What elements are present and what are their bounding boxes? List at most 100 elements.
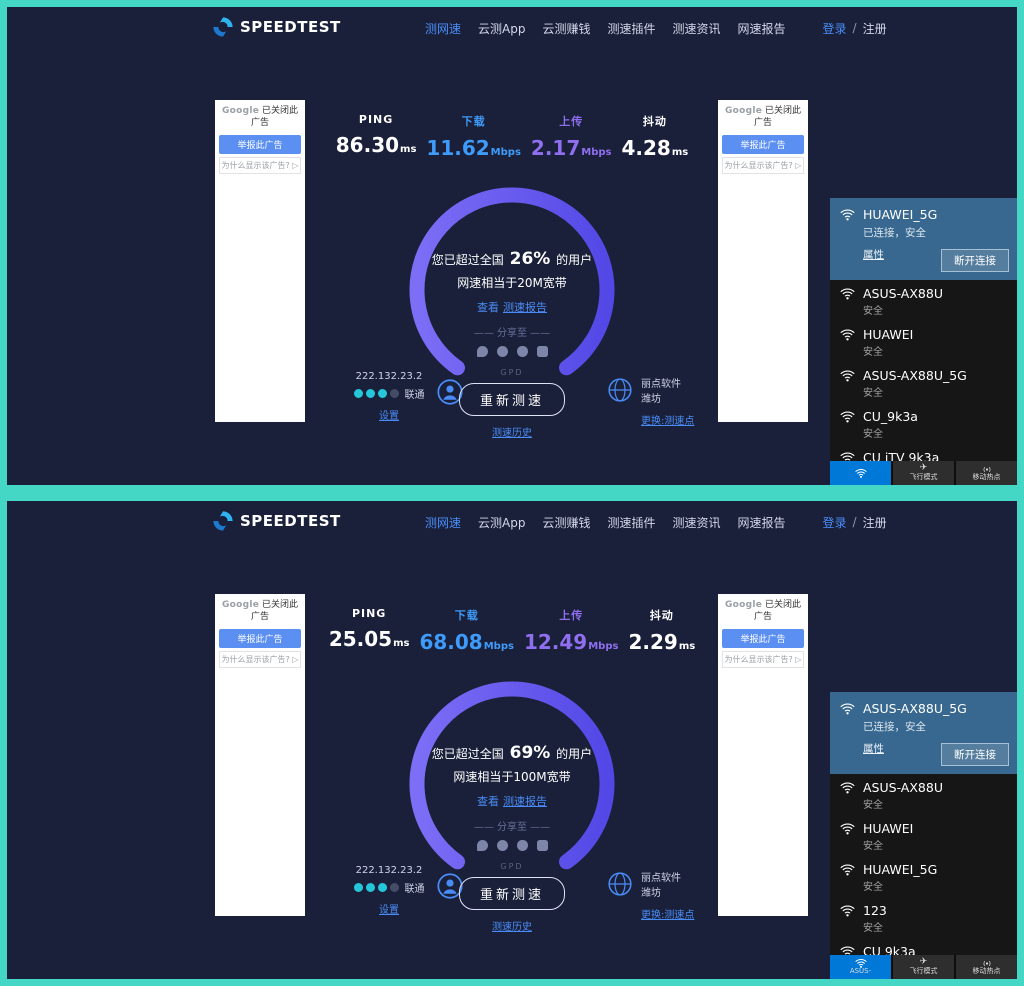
taskbar-airplane-tile[interactable]: ✈ 飞行模式 [893, 461, 954, 485]
ad-report-button[interactable]: 举报此广告 [219, 135, 301, 155]
gauge-result-text: 您已超过全国 26% 的用户 网速相当于20M宽带 查看 测速报告 —— 分享至 … [382, 249, 642, 377]
nav-item-speedtest[interactable]: 测网速 [425, 515, 462, 530]
taskbar-hotspot-tile[interactable]: 移动热点 [956, 461, 1017, 485]
wifi-connected-item[interactable]: ASUS-AX88U_5G 已连接，安全 属性 断开连接 [830, 692, 1017, 774]
weibo-icon[interactable] [536, 840, 548, 851]
taskbar-airplane-tile[interactable]: ✈ 飞行模式 [893, 955, 954, 979]
nav-item-news[interactable]: 测速资讯 [672, 515, 721, 530]
ad-report-button[interactable]: 举报此广告 [219, 629, 301, 649]
settings-link[interactable]: 设置 [379, 905, 399, 916]
wifi-network-name: CU_9k3a [863, 409, 918, 424]
nav-item-cloud-app[interactable]: 云测App [478, 515, 526, 530]
wifi-network-item[interactable]: ASUS-AX88U 安全 [830, 774, 1017, 815]
rating-dot [353, 883, 363, 892]
nav-item-news[interactable]: 测速资讯 [672, 21, 721, 36]
wifi-network-item[interactable]: 123 安全 [830, 897, 1017, 938]
speed-report-link[interactable]: 测速报告 [503, 795, 547, 808]
wifi-network-name: ASUS-AX88U [863, 286, 943, 301]
nav-item-cloud-earn[interactable]: 云测赚钱 [542, 21, 591, 36]
ad-report-button[interactable]: 举报此广告 [722, 135, 804, 155]
wifi-icon [840, 287, 855, 299]
wifi-icon [840, 781, 855, 793]
nav-item-cloud-app[interactable]: 云测App [478, 21, 526, 36]
wifi-security-label: 安全 [863, 306, 883, 317]
ad-report-button[interactable]: 举报此广告 [722, 629, 804, 649]
stat-download: 下载 11.62Mbps [426, 113, 521, 160]
wifi-network-item[interactable]: CU_9k3a 安全 [830, 403, 1017, 444]
share-label: —— 分享至 —— [473, 822, 551, 833]
history-link[interactable]: 测速历史 [491, 922, 532, 933]
ad-why-link[interactable]: 为什么显示该广告? ▷ [722, 651, 804, 669]
gauge-arc [409, 681, 615, 870]
percent-suffix: 的用户 [556, 253, 593, 267]
wifi-properties-link[interactable]: 属性 [863, 249, 884, 261]
settings-link[interactable]: 设置 [379, 411, 399, 422]
main-nav: 测网速 云测App 云测赚钱 测速插件 测速资讯 网速报告 登录 / 注册 [425, 501, 887, 543]
stat-label: 下载 [454, 609, 479, 622]
wifi-security-label: 安全 [863, 388, 883, 399]
login-link[interactable]: 登录 [822, 515, 847, 530]
wifi-icon [854, 958, 867, 968]
wifi-disconnect-button[interactable]: 断开连接 [941, 249, 1009, 272]
qq-icon[interactable] [516, 840, 528, 851]
wifi-icon [854, 468, 867, 478]
wechat-icon[interactable] [476, 840, 488, 851]
wifi-network-item[interactable]: HUAWEI 安全 [830, 321, 1017, 362]
node-city: 潍坊 [641, 394, 661, 405]
wifi-connected-item[interactable]: HUAWEI_5G 已连接，安全 属性 断开连接 [830, 198, 1017, 280]
speed-report-link[interactable]: 测速报告 [503, 301, 547, 314]
login-link[interactable]: 登录 [822, 21, 847, 36]
wifi-network-item[interactable]: ASUS-AX88U_5G 安全 [830, 362, 1017, 403]
taskbar-wifi-label: ASUS- [849, 966, 872, 975]
wifi-disconnect-button[interactable]: 断开连接 [941, 743, 1009, 766]
change-node-link[interactable]: 更换:测速点 [641, 910, 695, 921]
ad-closed-text: 已关闭此广告 [250, 600, 299, 623]
retest-button[interactable]: 重新测速 [458, 383, 566, 416]
taskbar-wifi-tile[interactable]: ASUS- [830, 955, 891, 979]
wechat-icon[interactable] [476, 346, 488, 357]
history-link[interactable]: 测速历史 [491, 428, 532, 439]
wifi-network-item[interactable]: ASUS-AX88U 安全 [830, 280, 1017, 321]
ad-placeholder-right: Google 已关闭此广告 举报此广告 为什么显示该广告? ▷ [718, 594, 808, 916]
retest-button[interactable]: 重新测速 [458, 877, 566, 910]
wifi-network-item[interactable]: HUAWEI 安全 [830, 815, 1017, 856]
site-header: SPEEDTEST 测网速 云测App 云测赚钱 测速插件 测速资讯 网速报告 … [7, 7, 1017, 49]
stat-unit: ms [671, 147, 689, 158]
wifi-properties-link[interactable]: 属性 [863, 743, 884, 755]
qzone-icon[interactable] [496, 346, 508, 357]
ad-why-link[interactable]: 为什么显示该广告? ▷ [219, 651, 301, 669]
nav-item-plugin[interactable]: 测速插件 [607, 515, 656, 530]
site-header: SPEEDTEST 测网速 云测App 云测赚钱 测速插件 测速资讯 网速报告 … [7, 501, 1017, 543]
hotspot-label: 移动热点 [972, 472, 1001, 481]
wifi-network-item[interactable]: HUAWEI_5G 安全 [830, 856, 1017, 897]
stat-ping: PING 86.30ms [336, 113, 417, 160]
nav-item-report[interactable]: 网速报告 [737, 515, 786, 530]
wifi-icon [840, 702, 855, 714]
speedtest-logo[interactable]: SPEEDTEST [212, 16, 341, 38]
wifi-network-name: ASUS-AX88U_5G [863, 701, 967, 716]
nav-item-report[interactable]: 网速报告 [737, 21, 786, 36]
google-logo: Google [724, 600, 763, 610]
wifi-security-label: 安全 [863, 800, 883, 811]
speedtest-logo[interactable]: SPEEDTEST [212, 510, 341, 532]
ad-why-link[interactable]: 为什么显示该广告? ▷ [722, 157, 804, 175]
ad-why-link[interactable]: 为什么显示该广告? ▷ [219, 157, 301, 175]
isp-name: 联通 [404, 390, 425, 401]
stat-upload: 上传 2.17Mbps [531, 113, 612, 160]
change-node-link[interactable]: 更换:测速点 [641, 416, 695, 427]
register-link[interactable]: 注册 [862, 21, 887, 36]
qq-icon[interactable] [516, 346, 528, 357]
nav-item-speedtest[interactable]: 测网速 [425, 21, 462, 36]
nav-item-plugin[interactable]: 测速插件 [607, 21, 656, 36]
weibo-icon[interactable] [536, 346, 548, 357]
stat-label: 下载 [461, 115, 486, 128]
stat-value: 4.28 [621, 136, 671, 160]
speedtest-window: SPEEDTEST 测网速 云测App 云测赚钱 测速插件 测速资讯 网速报告 … [7, 501, 1017, 979]
wifi-network-name: ASUS-AX88U_5G [863, 368, 967, 383]
wifi-icon [840, 822, 855, 834]
taskbar-wifi-tile[interactable] [830, 461, 891, 485]
taskbar-hotspot-tile[interactable]: 移动热点 [956, 955, 1017, 979]
qzone-icon[interactable] [496, 840, 508, 851]
nav-item-cloud-earn[interactable]: 云测赚钱 [542, 515, 591, 530]
register-link[interactable]: 注册 [862, 515, 887, 530]
